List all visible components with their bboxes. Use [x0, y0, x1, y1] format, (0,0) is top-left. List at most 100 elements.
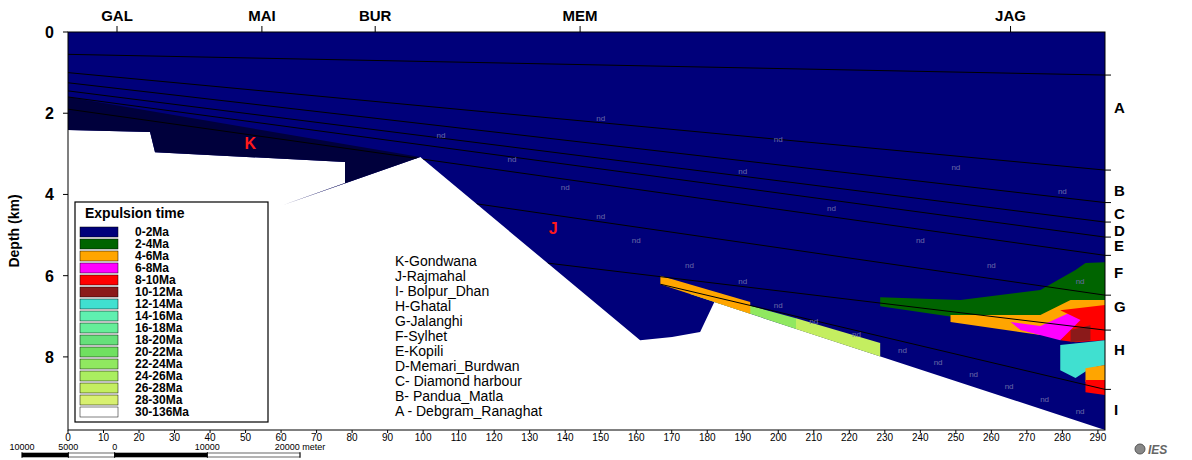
horizon-line	[476, 204, 1105, 295]
nd-label: nd	[561, 183, 570, 192]
nd-label: nd	[738, 167, 747, 176]
y-tick-label: 0	[45, 24, 54, 41]
horizon-tick	[1105, 202, 1111, 203]
layer-key-entry: A - Debgram_Ranaghat	[395, 403, 542, 419]
well-tick	[580, 26, 581, 32]
legend-label: 30-136Ma	[135, 405, 189, 419]
x-tick-label: 240	[912, 432, 929, 443]
x-tick-label: 120	[486, 432, 503, 443]
scale-bar-segment	[207, 453, 300, 457]
scale-bar-label: 0	[112, 442, 117, 452]
well-label: BUR	[359, 7, 392, 24]
y-tick-label: 6	[45, 268, 54, 285]
scale-bar-tick	[68, 452, 69, 458]
legend: Expulsion time0-2Ma2-4Ma4-6Ma6-8Ma8-10Ma…	[75, 202, 268, 422]
horizon-line	[68, 73, 1105, 170]
x-tick-label: 130	[521, 432, 538, 443]
well-label: MAI	[248, 7, 276, 24]
legend-swatch	[80, 407, 118, 417]
layer-letter: H	[1114, 341, 1125, 358]
layer-key-entry: I- Bolpur_Dhan	[395, 283, 489, 299]
y-axis-title: Depth (km)	[6, 194, 22, 267]
x-tick-label: 180	[699, 432, 716, 443]
y-tick	[63, 113, 68, 114]
layer-letter: F	[1114, 264, 1123, 281]
layer-key-entry: D-Memari_Burdwan	[395, 358, 519, 374]
y-tick-label: 8	[45, 349, 54, 366]
y-tick-label: 2	[45, 105, 54, 122]
regions	[68, 32, 1105, 430]
horizon-tick	[1105, 75, 1111, 76]
layer-letter: I	[1114, 401, 1118, 418]
legend-swatch	[80, 275, 118, 285]
nd-label: nd	[1040, 395, 1049, 404]
legend-swatch	[80, 311, 118, 321]
nd-label: nd	[1058, 187, 1067, 196]
x-tick-label: 200	[770, 432, 787, 443]
nd-labels: ndndndndndndndndndndndndndndndndndndndnd…	[436, 114, 1084, 415]
nd-label: nd	[969, 370, 978, 379]
y-tick	[63, 32, 68, 33]
y-tick	[63, 194, 68, 195]
horizon-tick	[1105, 170, 1111, 171]
x-tick-label: 110	[451, 432, 467, 443]
legend-swatch	[80, 371, 118, 381]
nd-label: nd	[1076, 277, 1085, 286]
x-tick-label: 210	[805, 432, 822, 443]
scale-bar-segment	[115, 453, 208, 457]
logo-text: IES	[1148, 443, 1167, 457]
nd-label: nd	[898, 346, 907, 355]
x-tick-label: 280	[1054, 432, 1071, 443]
x-tick-label: 260	[983, 432, 1000, 443]
layer-key-entry: F-Sylhet	[395, 328, 447, 344]
legend-swatch	[80, 227, 118, 237]
y-tick	[63, 275, 68, 276]
plot-frame	[68, 32, 1105, 430]
legend-swatch	[80, 263, 118, 273]
layer-label: K	[244, 135, 256, 152]
well-tick	[1010, 26, 1011, 32]
layer-key-entry: E-Kopili	[395, 343, 443, 359]
layer-key-entry: G-Jalanghi	[395, 313, 463, 329]
scale-bar-tick	[114, 452, 115, 458]
horizon-tick	[1105, 255, 1111, 256]
legend-swatch	[80, 287, 118, 297]
horizon-line	[547, 263, 1105, 330]
well-tick	[117, 26, 118, 32]
x-tick-label: 220	[841, 432, 858, 443]
horizon-tick	[1105, 295, 1111, 296]
scale-bar-label: 5000	[58, 442, 78, 452]
scale-bar-segment	[68, 453, 114, 457]
horizon-line	[660, 284, 1105, 389]
horizon-tick	[1105, 389, 1111, 390]
horizon-line	[68, 83, 1105, 203]
layer-letter: A	[1114, 99, 1125, 116]
well-tick	[375, 26, 376, 32]
layer-label: J	[549, 220, 558, 237]
x-tick-label: 140	[557, 432, 574, 443]
layer-key-entry: B- Pandua_Matla	[395, 388, 503, 404]
expulsion-region	[1060, 305, 1105, 342]
legend-box	[75, 202, 268, 422]
y-tick-label: 4	[45, 186, 54, 203]
nd-label: nd	[809, 317, 818, 326]
y-tick	[63, 356, 68, 357]
scale-bar-label: 20000 meter	[275, 442, 326, 452]
x-tick-label: 290	[1090, 432, 1107, 443]
x-tick-label: 20	[133, 432, 145, 443]
nd-label: nd	[596, 114, 605, 123]
layer-key-entry: H-Ghatal	[395, 298, 451, 314]
layer-letter: E	[1114, 237, 1124, 254]
nd-label: nd	[916, 236, 925, 245]
well-label: MEM	[563, 7, 598, 24]
scale-bar-segment	[22, 453, 68, 457]
well-label: JAG	[995, 7, 1026, 24]
legend-swatch	[80, 347, 118, 357]
nd-label: nd	[436, 131, 445, 140]
legend-swatch	[80, 359, 118, 369]
layer-letter: B	[1114, 182, 1125, 199]
scale-bar-tick	[22, 452, 23, 458]
x-tick-label: 30	[169, 432, 181, 443]
legend-swatch	[80, 239, 118, 249]
nd-label: nd	[852, 330, 861, 339]
